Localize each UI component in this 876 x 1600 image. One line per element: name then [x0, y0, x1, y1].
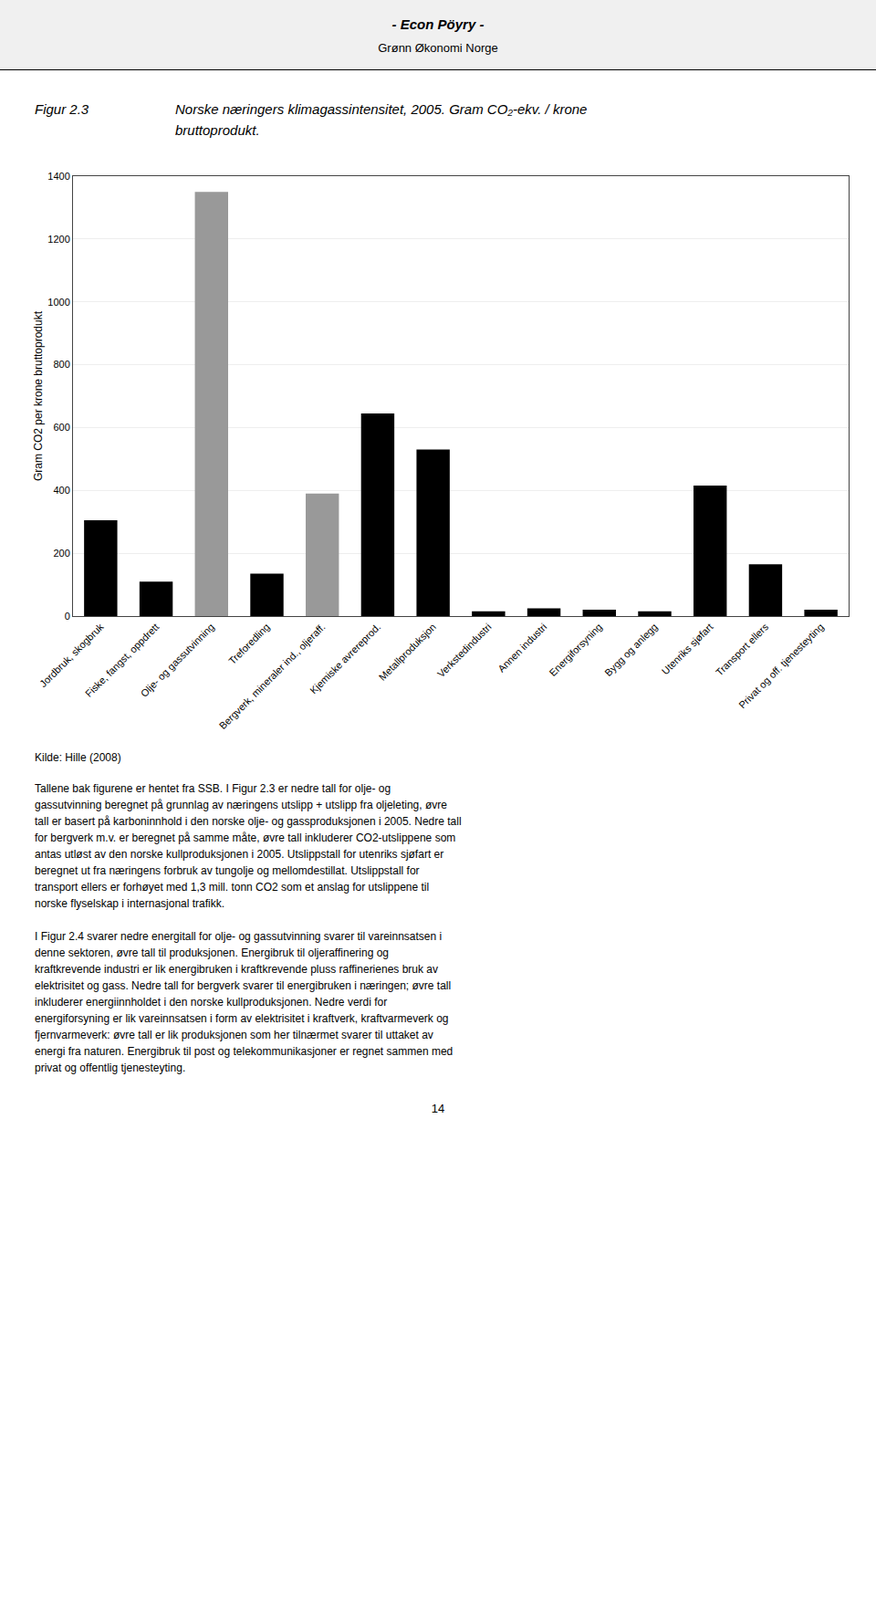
svg-text:Verkstedindustri: Verkstedindustri [435, 621, 494, 680]
html-text:Figur 2.3: Figur 2.3 [34, 101, 89, 117]
svg-text:Annen industri: Annen industri [495, 621, 549, 675]
svg-text:Metallproduksjon: Metallproduksjon [376, 621, 438, 683]
html-text:bruttoprodukt.: bruttoprodukt. [175, 122, 260, 138]
svg-text:Energiforsyning: Energiforsyning [547, 621, 605, 679]
html-text:- Econ Pöyry -: - Econ Pöyry - [392, 16, 484, 32]
svg-text:1000: 1000 [47, 296, 70, 308]
svg-text:Bergverk, mineraler ind., olje: Bergverk, mineraler ind., oljeraff. [217, 621, 328, 732]
svg-text:Privat og off. tjenesteyting: Privat og off. tjenesteyting [736, 621, 826, 711]
svg-text:Olje- og gassutvinning: Olje- og gassutvinning [138, 621, 217, 699]
svg-text:Kjemiske avrereprod.: Kjemiske avrereprod. [307, 621, 383, 697]
svg-text:200: 200 [52, 547, 70, 559]
svg-text:1200: 1200 [47, 233, 70, 245]
svg-text:600: 600 [52, 421, 70, 433]
svg-text:Bygg og anlegg: Bygg og anlegg [602, 621, 660, 679]
html-text:Tallene bak figurene er hentet: Tallene bak figurene er hentet fra SSB. … [34, 782, 462, 1075]
svg-text:Fiske, fangst, oppdrett: Fiske, fangst, oppdrett [83, 621, 161, 699]
svg-text:Transport ellers: Transport ellers [713, 620, 772, 678]
svg-text:Gram CO2 per krone bruttoprodu: Gram CO2 per krone bruttoprodukt [31, 310, 45, 481]
svg-text:Treforedling: Treforedling [226, 621, 272, 668]
html-text:14: 14 [431, 1101, 445, 1116]
svg-text:Utenriks sjøfart: Utenriks sjøfart [659, 621, 716, 678]
html-text:Kilde: Hille (2008): Kilde: Hille (2008) [34, 750, 122, 764]
svg-text:800: 800 [52, 358, 70, 370]
svg-text:1400: 1400 [47, 170, 70, 182]
html-text:Norske næringers klimagassinte: Norske næringers klimagassintensitet, 20… [175, 101, 588, 117]
svg-text:Jordbruk, skogbruk: Jordbruk, skogbruk [37, 620, 106, 689]
svg-text:400: 400 [52, 484, 70, 496]
html-text:Grønn Økonomi Norge: Grønn Økonomi Norge [378, 41, 499, 55]
svg-text:0: 0 [64, 610, 71, 622]
